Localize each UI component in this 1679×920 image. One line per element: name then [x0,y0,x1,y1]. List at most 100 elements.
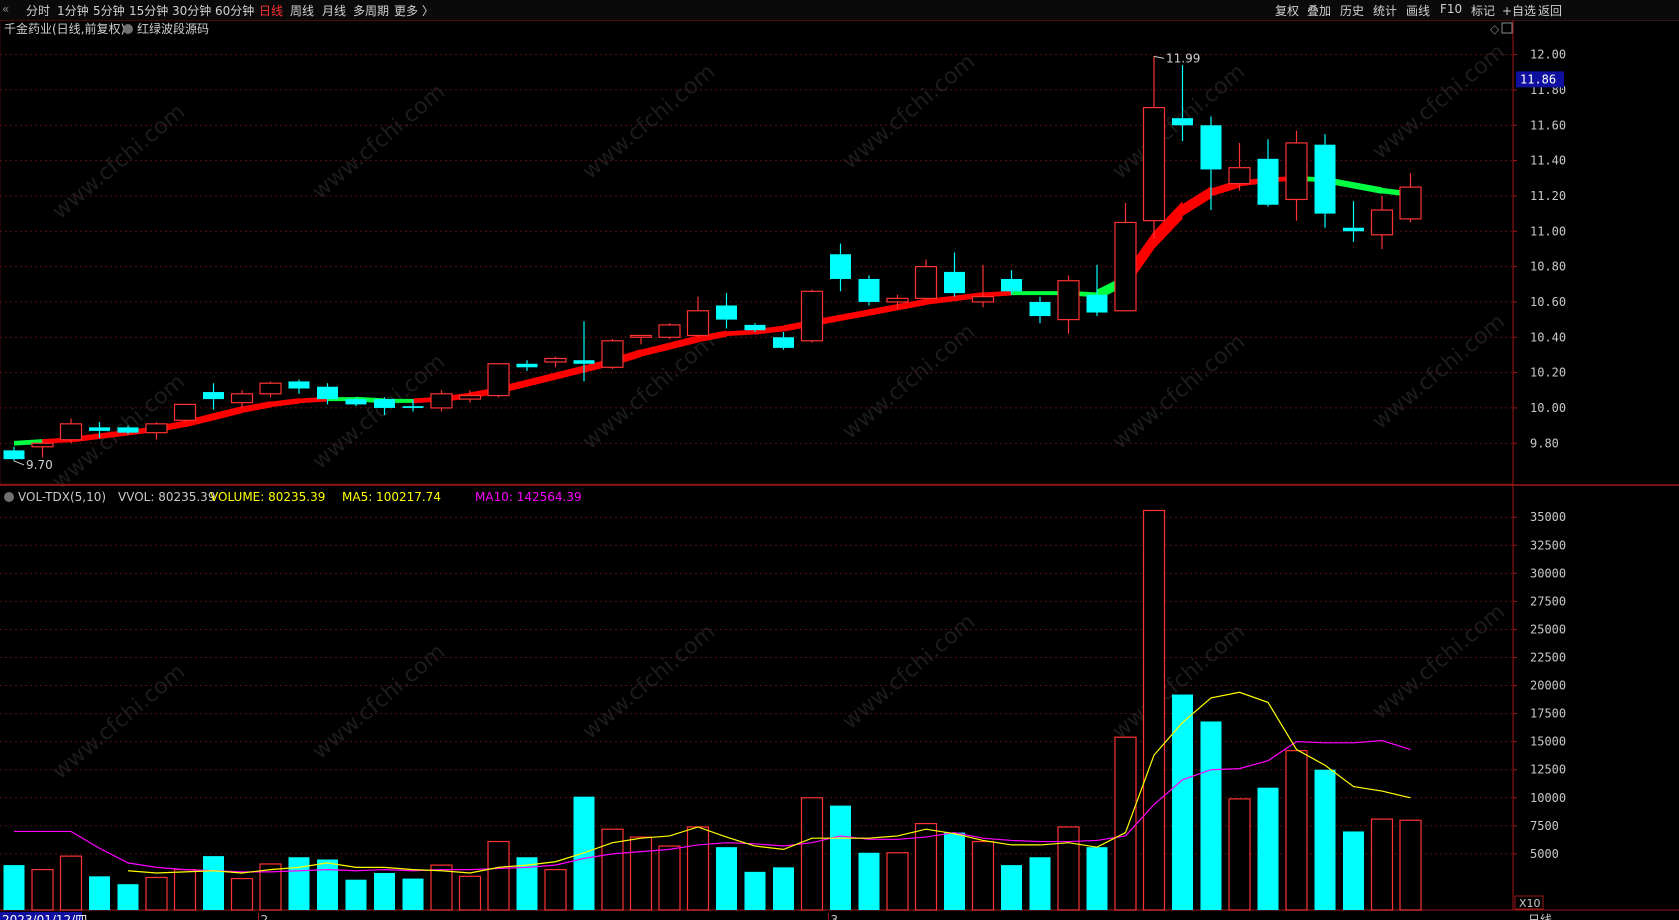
button-f10[interactable]: F10 [1440,2,1463,16]
candle-body-up [544,357,567,363]
watermark-text: www.cfchi.com [1108,329,1250,454]
volume-bar-down [1172,694,1193,910]
high-price-label: 11.99 [1166,51,1200,65]
volume-bar-up [430,864,453,911]
volume-bar-up [259,863,282,911]
candle-body-down [117,427,139,433]
wave-segment [726,329,755,337]
tab-monthly[interactable]: 月线 [322,4,347,18]
volume-legend-item: MA5: 100217.74 [342,490,441,504]
panel-maximize-icon [1501,22,1513,34]
volume-tick-label: 20000 [1530,679,1566,693]
volume-bar-down [288,857,310,910]
watermark-text: www.cfchi.com [308,79,450,204]
volume-tick-label: 15000 [1530,735,1566,749]
price-tick-label: 11.00 [1530,224,1566,238]
candle-body-down [1029,301,1051,317]
volume-bar-up [487,840,510,911]
candle-body-up [1370,209,1394,236]
high-pointer [1153,55,1165,59]
date-axis-label: 2023/01/12/四 [2,913,87,920]
candle-body-down [203,392,224,400]
button-draw[interactable]: 画线 [1406,4,1431,18]
volume-legend-item: MA10: 142564.39 [475,490,582,504]
chart-area[interactable]: www.cfchi.com www.cfchi.com www.cfchi.com w… [0,20,1679,920]
volume-bar-up [1399,819,1422,911]
button-back[interactable]: 返回 [1538,4,1563,18]
volume-bar-up [886,852,909,911]
wave-segment [185,413,214,428]
tab-multi-period[interactable]: 多周期 [353,4,390,18]
price-tick-label: 10.40 [1530,330,1566,344]
tab-60min[interactable]: 60分钟 [215,4,255,18]
volume-bar-up [658,845,681,911]
low-pointer [13,460,25,466]
volume-bar-down [773,867,794,910]
ma5-line [127,691,1411,874]
candle-body-up [1057,280,1080,321]
wave-segment [897,298,926,311]
price-tick-label: 9.80 [1530,436,1559,450]
tab-daily[interactable]: 日线 [259,4,284,18]
watermark-text: www.cfchi.com [308,639,450,764]
wave-segment [1182,186,1211,217]
tab-15min[interactable]: 15分钟 [129,4,169,18]
button-statistics[interactable]: 统计 [1373,4,1398,18]
last-price-tag [1516,71,1564,88]
volume-series [3,509,1422,911]
button-fuquan[interactable]: 复权 [1275,4,1300,18]
price-tick-label: 10.20 [1530,366,1566,380]
volume-bar-down [1257,787,1279,910]
candle-body-up [886,297,909,303]
candle-body-down [1343,227,1364,232]
wave-segment [1154,201,1183,249]
tab-more[interactable]: 更多 〉 [394,4,434,18]
volume-tick-label: 7500 [1530,819,1559,833]
candle-body-up [259,382,282,395]
menu-arrow-icon[interactable]: « [2,2,10,16]
volume-bar-down [1343,831,1364,910]
watermark-text: www.cfchi.com [838,609,980,734]
volume-bar-down [3,865,25,910]
wave-segment [527,372,556,387]
candle-body-up [1285,142,1308,201]
tab-30min[interactable]: 30分钟 [172,4,212,18]
volume-tick-label: 30000 [1530,566,1566,580]
indicator-toggle-icon [123,24,133,34]
volume-bar-down [830,805,851,910]
button-add-watchlist[interactable]: +自选 [1502,4,1537,18]
last-price-value: 11.86 [1520,72,1556,86]
price-tick-label: 10.60 [1530,295,1566,309]
volume-bar-up [31,868,54,911]
tab-weekly[interactable]: 周线 [290,4,315,18]
candle-body-up [914,266,938,300]
volume-bar-down [858,852,880,910]
watermark-text: www.cfchi.com [578,619,720,744]
watermark-text: www.cfchi.com [308,349,450,474]
candle-body-up [230,393,254,404]
button-overlay[interactable]: 叠加 [1307,4,1332,18]
tab-5min[interactable]: 5分钟 [93,4,125,18]
candle-body-down [716,305,737,320]
tab-timeshare[interactable]: 分时 [26,4,51,18]
candle-body-up [59,423,83,441]
tab-1min[interactable]: 1分钟 [57,4,89,18]
candle-body-up [1114,221,1137,312]
candle-body-up [1142,106,1166,222]
candle-body-up [971,296,995,303]
wave-segment [869,304,898,316]
candle-body-down [944,271,965,294]
volume-bar-down [117,884,139,910]
volume-bar-down [402,878,424,910]
volume-bar-down [1314,769,1336,910]
volume-bar-down [203,856,224,910]
chart-title: 千金药业(日线,前复权) [4,21,125,36]
button-history[interactable]: 历史 [1340,4,1365,18]
volume-bar-up [1370,818,1394,911]
volume-legend-item: VVOL: 80235.39 [118,490,215,504]
button-mark[interactable]: 标记 [1471,4,1496,18]
volume-tick-label: 35000 [1530,510,1566,524]
price-axis: 12.0011.8011.6011.4011.2011.0010.8010.60… [1513,48,1566,861]
wave-segment [954,292,983,302]
candle-body-down [1257,158,1279,205]
